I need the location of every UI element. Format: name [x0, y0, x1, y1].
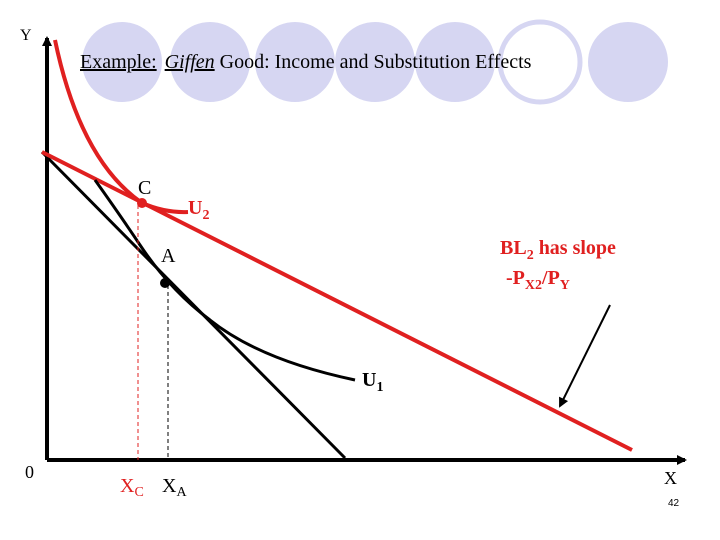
title-rest: Good: Income and Substitution Effects — [220, 51, 532, 73]
xc-label: XC — [120, 475, 144, 500]
point-a — [160, 278, 170, 288]
title-italic: Giffen — [165, 51, 215, 73]
xa-sub: A — [176, 485, 187, 500]
point-c — [137, 198, 147, 208]
title-lead: Example: — [80, 51, 157, 73]
slope-mid: /P — [541, 267, 560, 289]
u2-main: U — [188, 197, 202, 219]
annotation-line1: BL2 has slope — [500, 237, 616, 263]
slope-p: -P — [506, 267, 525, 289]
point-a-label: A — [161, 245, 176, 267]
bl-sub: 2 — [527, 248, 534, 263]
x-axis-label: X — [664, 468, 677, 488]
u1-main: U — [362, 369, 376, 391]
slope-sub: X2 — [525, 278, 542, 293]
bl-main: BL — [500, 237, 527, 259]
indifference-curve-u2 — [53, 39, 189, 215]
xa-label: XA — [162, 475, 187, 500]
u1-label: U1 — [362, 369, 383, 395]
y-axis-label: Y — [20, 27, 32, 44]
annotation-line2: -PX2/PY — [506, 267, 570, 293]
slope-sub2: Y — [560, 278, 570, 293]
bl-rest: has slope — [534, 237, 616, 259]
point-c-label: C — [138, 177, 151, 199]
xa-main: X — [162, 475, 177, 497]
xc-sub: C — [134, 485, 143, 500]
u2-sub: 2 — [202, 208, 209, 223]
origin-label: 0 — [25, 462, 34, 482]
indifference-curve-u1 — [93, 179, 356, 382]
decorative-circles — [82, 19, 668, 105]
page-number: 42 — [668, 498, 680, 509]
u1-sub: 1 — [376, 380, 383, 395]
xc-main: X — [120, 475, 135, 497]
annotation-arrow — [559, 304, 611, 408]
slide-title: Example: Giffen Good: Income and Substitut… — [80, 51, 532, 73]
u2-label: U2 — [188, 197, 209, 223]
